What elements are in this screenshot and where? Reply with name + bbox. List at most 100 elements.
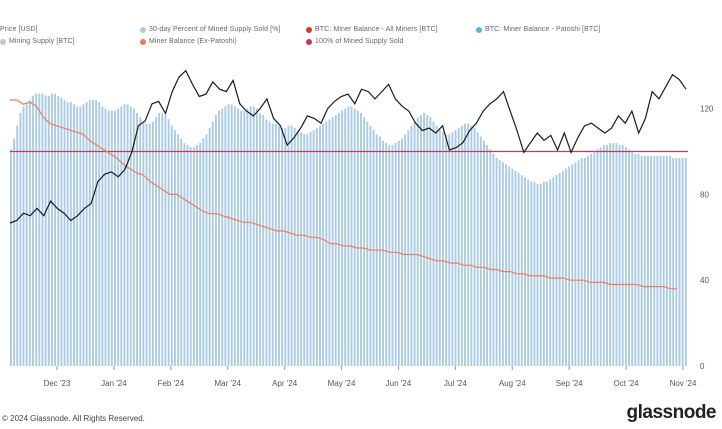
bar [164, 115, 167, 366]
legend-btc-patoshi-label: BTC: Miner Balance - Patoshi [BTC] [485, 26, 601, 33]
bar [438, 130, 441, 366]
legend-price[interactable]: Price [USD] [0, 26, 38, 33]
bar [555, 175, 558, 366]
bar [602, 145, 605, 366]
bar [457, 127, 460, 366]
bar [32, 95, 34, 366]
bar [410, 125, 413, 366]
bar [341, 110, 344, 367]
percent-sold-dot-icon [140, 26, 146, 33]
bar [505, 164, 507, 366]
bar [435, 125, 438, 366]
bar [221, 108, 224, 367]
bar [218, 110, 221, 367]
miner-balance-line [10, 99, 677, 290]
legend-btc-all-miners[interactable]: BTC: Miner Balance - All Miners [BTC] [306, 26, 438, 33]
bar [460, 125, 463, 366]
bar [360, 112, 362, 366]
bar [520, 175, 523, 366]
bar [356, 110, 359, 367]
bar [596, 149, 599, 366]
ex-patoshi-dot-icon [140, 38, 146, 45]
x-tick-label: Aug '24 [499, 379, 526, 388]
bar [382, 140, 384, 366]
bar [612, 142, 615, 366]
bar [672, 157, 675, 366]
bar [552, 177, 555, 366]
bar [230, 104, 233, 366]
legend-percent-sold[interactable]: 30-day Percent of Mined Supply Sold [%] [140, 26, 281, 33]
bar [337, 112, 340, 366]
bar [246, 108, 249, 367]
bar [167, 119, 170, 366]
bar [624, 147, 627, 366]
bar [542, 181, 545, 366]
bar [265, 119, 268, 366]
patoshi-dot-icon [476, 26, 482, 33]
bar [372, 130, 375, 366]
legend-hundred-pct[interactable]: 100% of Mined Supply Sold [306, 38, 404, 45]
bar [571, 164, 574, 366]
bar [325, 121, 328, 367]
bar [675, 157, 678, 366]
bar [498, 160, 501, 366]
bar [73, 104, 75, 366]
legend-mining-supply[interactable]: Mining Supply [BTC] [0, 38, 75, 45]
bar [546, 181, 548, 366]
bar [126, 104, 129, 366]
bar [224, 106, 227, 366]
bar [334, 115, 337, 366]
bar [142, 121, 145, 367]
bar [416, 117, 419, 366]
bar [287, 125, 290, 366]
bar [16, 125, 19, 366]
bar [580, 157, 583, 366]
bar [533, 181, 536, 366]
bar [618, 145, 621, 366]
bar [63, 100, 66, 366]
y-tick-label: 0 [700, 362, 705, 371]
bar [180, 138, 183, 366]
x-tick-label: Dec '23 [44, 379, 71, 388]
bar [378, 136, 381, 366]
bar [19, 112, 22, 366]
bar [621, 145, 624, 366]
bar [95, 100, 98, 366]
bar [665, 155, 668, 366]
bar [208, 127, 211, 366]
bar [281, 127, 284, 366]
bar [426, 115, 429, 366]
legend-ex-patoshi[interactable]: Miner Balance (Ex-Patoshi) [140, 38, 237, 45]
y-tick-label: 80 [700, 190, 709, 199]
bar [401, 138, 403, 366]
bar [647, 155, 649, 366]
bar [91, 100, 94, 366]
bar [211, 121, 214, 367]
bar [117, 108, 120, 367]
legend-btc-patoshi[interactable]: BTC: Miner Balance - Patoshi [BTC] [476, 26, 600, 33]
bar [511, 168, 514, 366]
bar [170, 125, 173, 366]
bar [464, 123, 466, 366]
bar [214, 115, 217, 366]
legend-price-label: Price [USD] [0, 26, 38, 33]
bar [583, 157, 586, 366]
bar [98, 102, 101, 366]
bar [448, 134, 451, 366]
bar [524, 177, 526, 366]
bar [492, 153, 495, 366]
bar [517, 172, 520, 366]
bar [309, 132, 312, 366]
bar [243, 110, 246, 367]
bar [391, 145, 394, 366]
bar [451, 132, 454, 366]
bar [476, 132, 479, 366]
bar [259, 112, 262, 366]
bar [558, 172, 561, 366]
bar [495, 157, 498, 366]
x-tick-label: Feb '24 [158, 379, 185, 388]
bar [659, 155, 662, 366]
bar [271, 123, 274, 366]
bar [173, 130, 176, 366]
